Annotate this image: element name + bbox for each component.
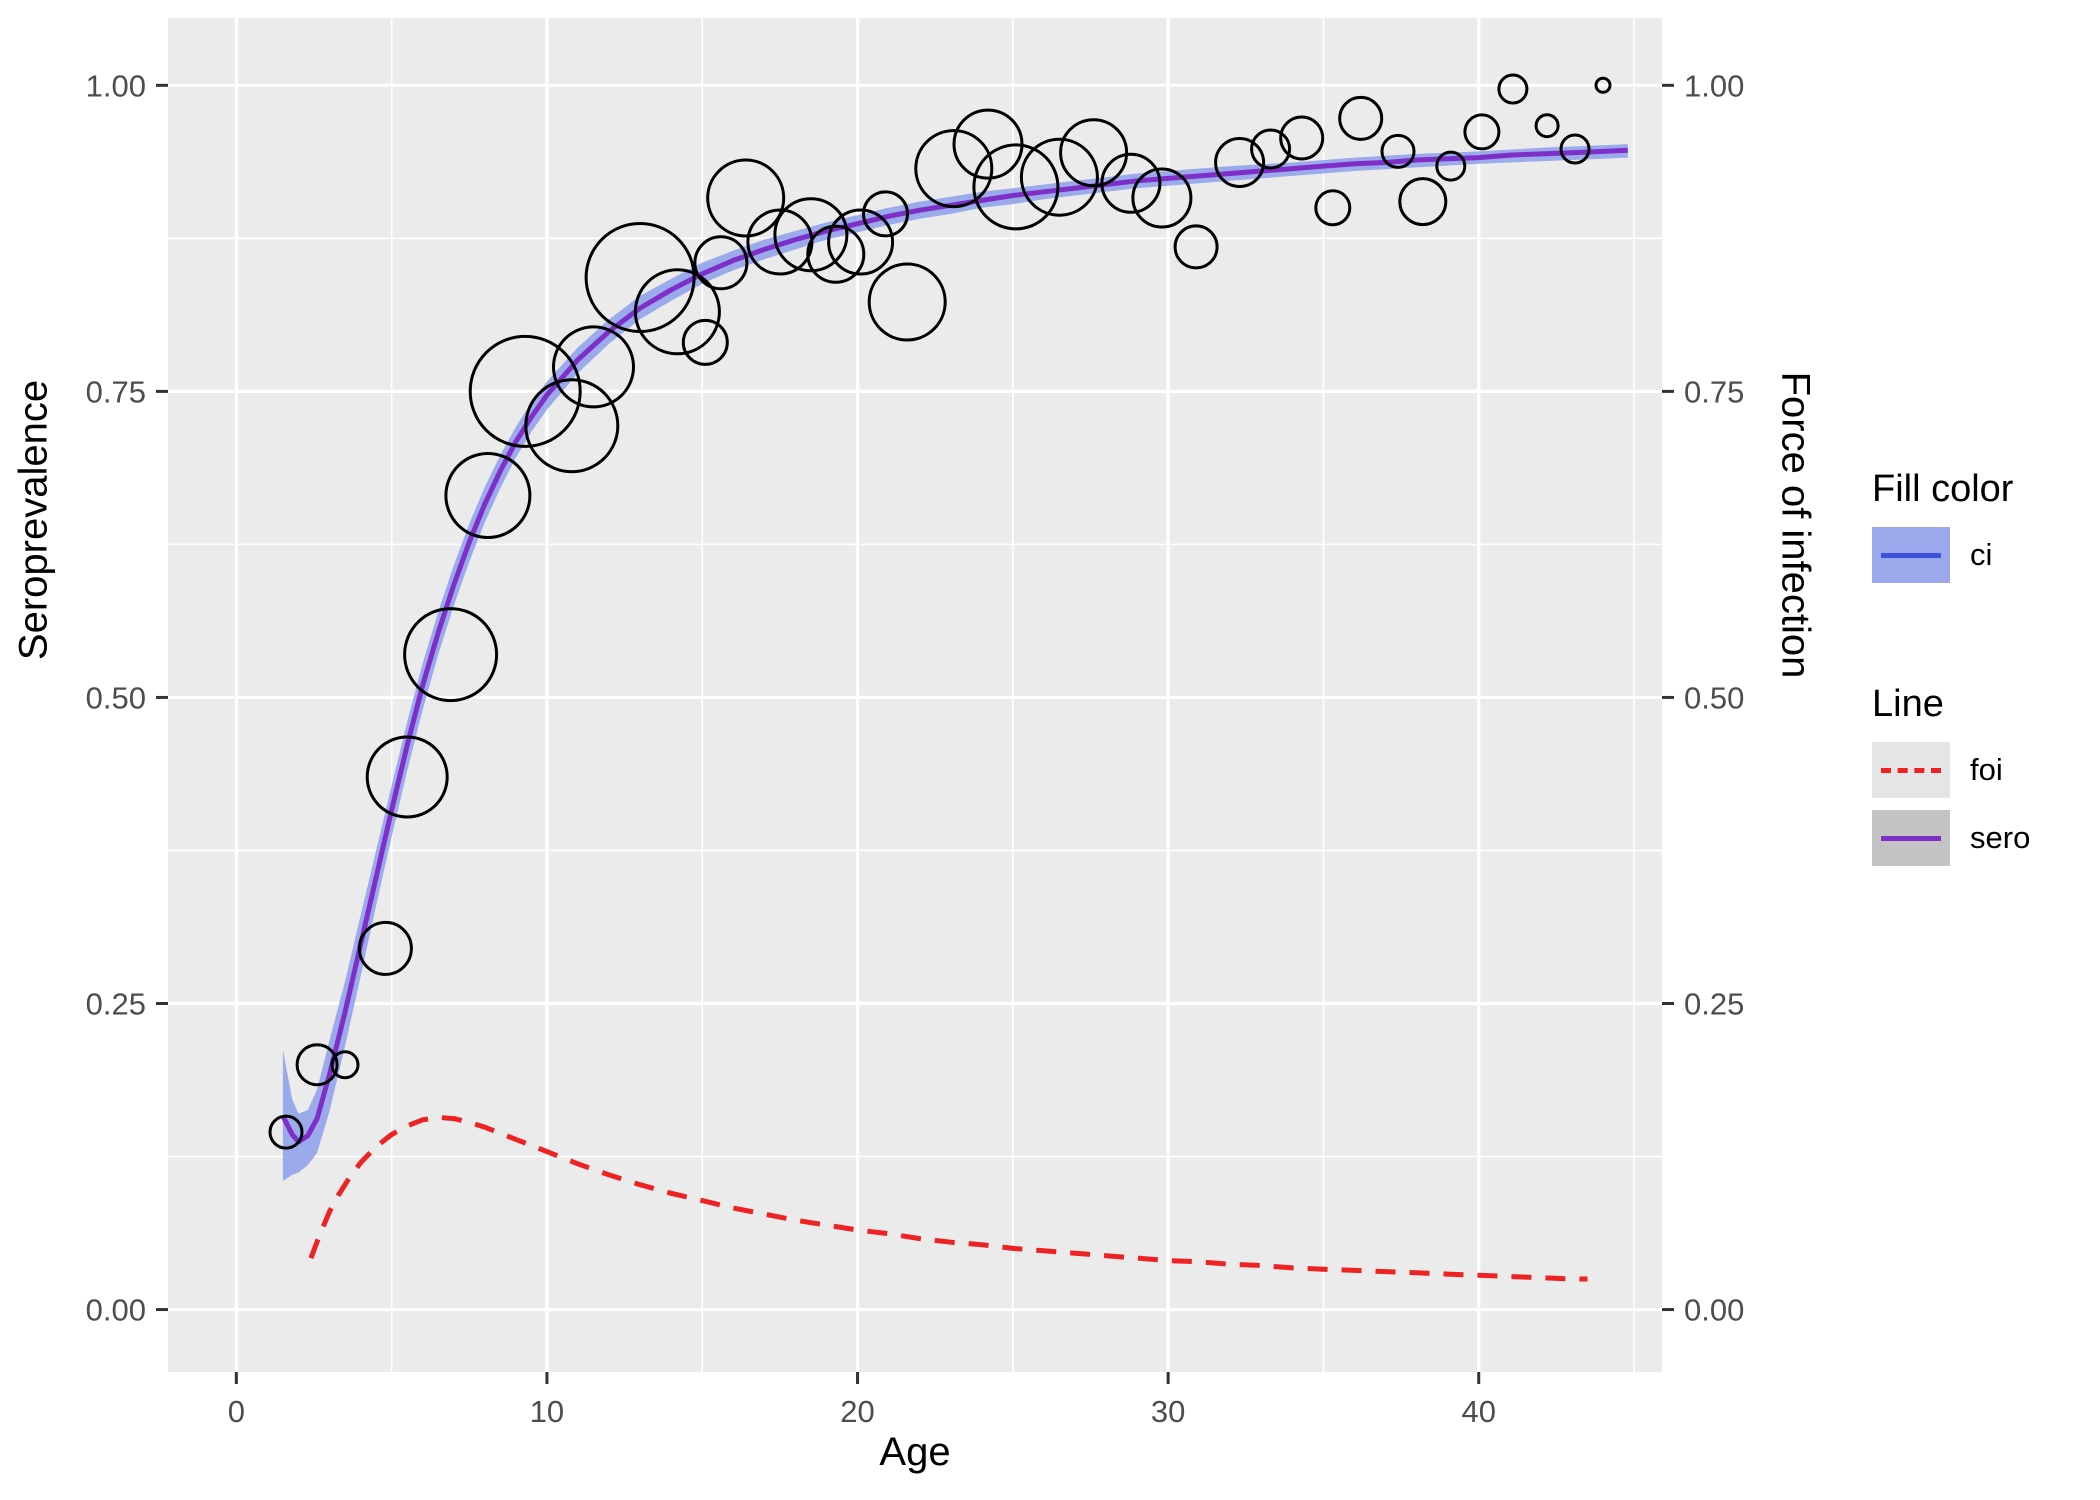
y-left-tick-label: 0.00 — [86, 1293, 146, 1328]
data-bubble — [1534, 113, 1560, 139]
data-bubble — [365, 735, 449, 819]
data-bubble — [444, 452, 532, 539]
y-left-tick-label: 0.50 — [86, 680, 146, 715]
data-bubble — [1279, 115, 1325, 161]
data-bubble — [914, 129, 994, 209]
data-bubble — [706, 158, 786, 238]
legend-title-line: Line — [1872, 683, 1944, 725]
data-bubble — [1173, 224, 1219, 270]
x-tick-label: 10 — [530, 1394, 564, 1429]
x-tick-label: 20 — [840, 1394, 874, 1429]
y-right-tick-label: 0.25 — [1684, 987, 1744, 1022]
foi-line — [308, 1114, 1588, 1282]
data-bubble — [330, 1050, 360, 1080]
legend-label-ci: ci — [1970, 537, 1993, 572]
data-bubble — [1398, 177, 1448, 227]
data-bubble — [1338, 95, 1384, 141]
data-bubble — [1463, 113, 1501, 151]
data-bubble — [867, 262, 947, 342]
data-bubble — [403, 607, 499, 703]
data-bubble — [468, 334, 582, 448]
data-bubble — [1019, 137, 1099, 217]
data-bubble — [681, 318, 729, 366]
y-right-tick-label: 0.75 — [1684, 374, 1744, 409]
legend: Fill color ci Line foi sero — [1872, 468, 2030, 878]
sero-line-key-icon — [1872, 810, 1950, 866]
data-bubble — [1131, 167, 1193, 229]
data-bubble — [524, 378, 620, 474]
data-bubble — [862, 190, 909, 238]
data-bubble — [806, 224, 866, 284]
data-bubble — [972, 143, 1060, 231]
axis-tick-labels: 0 10 20 30 40 0.00 0.00 0.25 0.25 0.50 0.50 0.75 0.7… — [86, 68, 1745, 1429]
legend-label-foi: foi — [1970, 752, 2003, 787]
data-bubble — [633, 268, 721, 356]
data-bubble — [552, 325, 635, 409]
x-tick-label: 40 — [1462, 1394, 1496, 1429]
y-axis-title-right: Force of infection — [1773, 371, 1818, 679]
data-bubble — [1380, 133, 1416, 169]
y-left-tick-label: 0.75 — [86, 374, 146, 409]
y-right-tick-label: 0.50 — [1684, 680, 1744, 715]
sero-line — [280, 147, 1628, 1145]
x-tick-label: 0 — [228, 1394, 245, 1429]
data-bubble — [295, 1043, 339, 1087]
x-axis-title: Age — [879, 1430, 951, 1474]
data-bubble — [1214, 137, 1266, 188]
observation-bubbles — [268, 73, 1612, 1150]
y-right-tick-label: 0.00 — [1684, 1293, 1744, 1328]
foi-line-key-icon — [1872, 742, 1950, 798]
data-bubble — [827, 208, 895, 276]
data-bubble — [268, 1114, 304, 1150]
data-bubble — [1435, 150, 1467, 182]
legend-item-foi: foi — [1872, 742, 2003, 798]
y-axis-title-left: Seroprevalence — [11, 379, 56, 661]
x-tick-label: 30 — [1151, 1394, 1185, 1429]
y-right-tick-label: 1.00 — [1684, 68, 1744, 103]
legend-title-fill-color: Fill color — [1872, 468, 2014, 510]
data-bubble — [693, 235, 749, 291]
y-left-tick-label: 1.00 — [86, 68, 146, 103]
data-bubble — [773, 197, 849, 273]
data-bubble — [1314, 189, 1352, 227]
axis-ticks — [156, 83, 1674, 1384]
gridlines — [168, 18, 1662, 1372]
data-bubble — [357, 920, 413, 976]
data-bubble — [1100, 152, 1162, 214]
data-bubble — [1594, 76, 1612, 94]
data-bubble — [1059, 118, 1129, 188]
data-bubble — [1559, 133, 1591, 165]
data-bubble — [1497, 73, 1529, 105]
y-left-tick-label: 0.25 — [86, 987, 146, 1022]
data-bubble — [1250, 128, 1292, 170]
legend-item-sero: sero — [1872, 810, 2030, 866]
legend-label-sero: sero — [1970, 820, 2031, 855]
ci-ribbon-key-icon — [1872, 527, 1950, 583]
legend-item-ci: ci — [1872, 527, 1992, 583]
